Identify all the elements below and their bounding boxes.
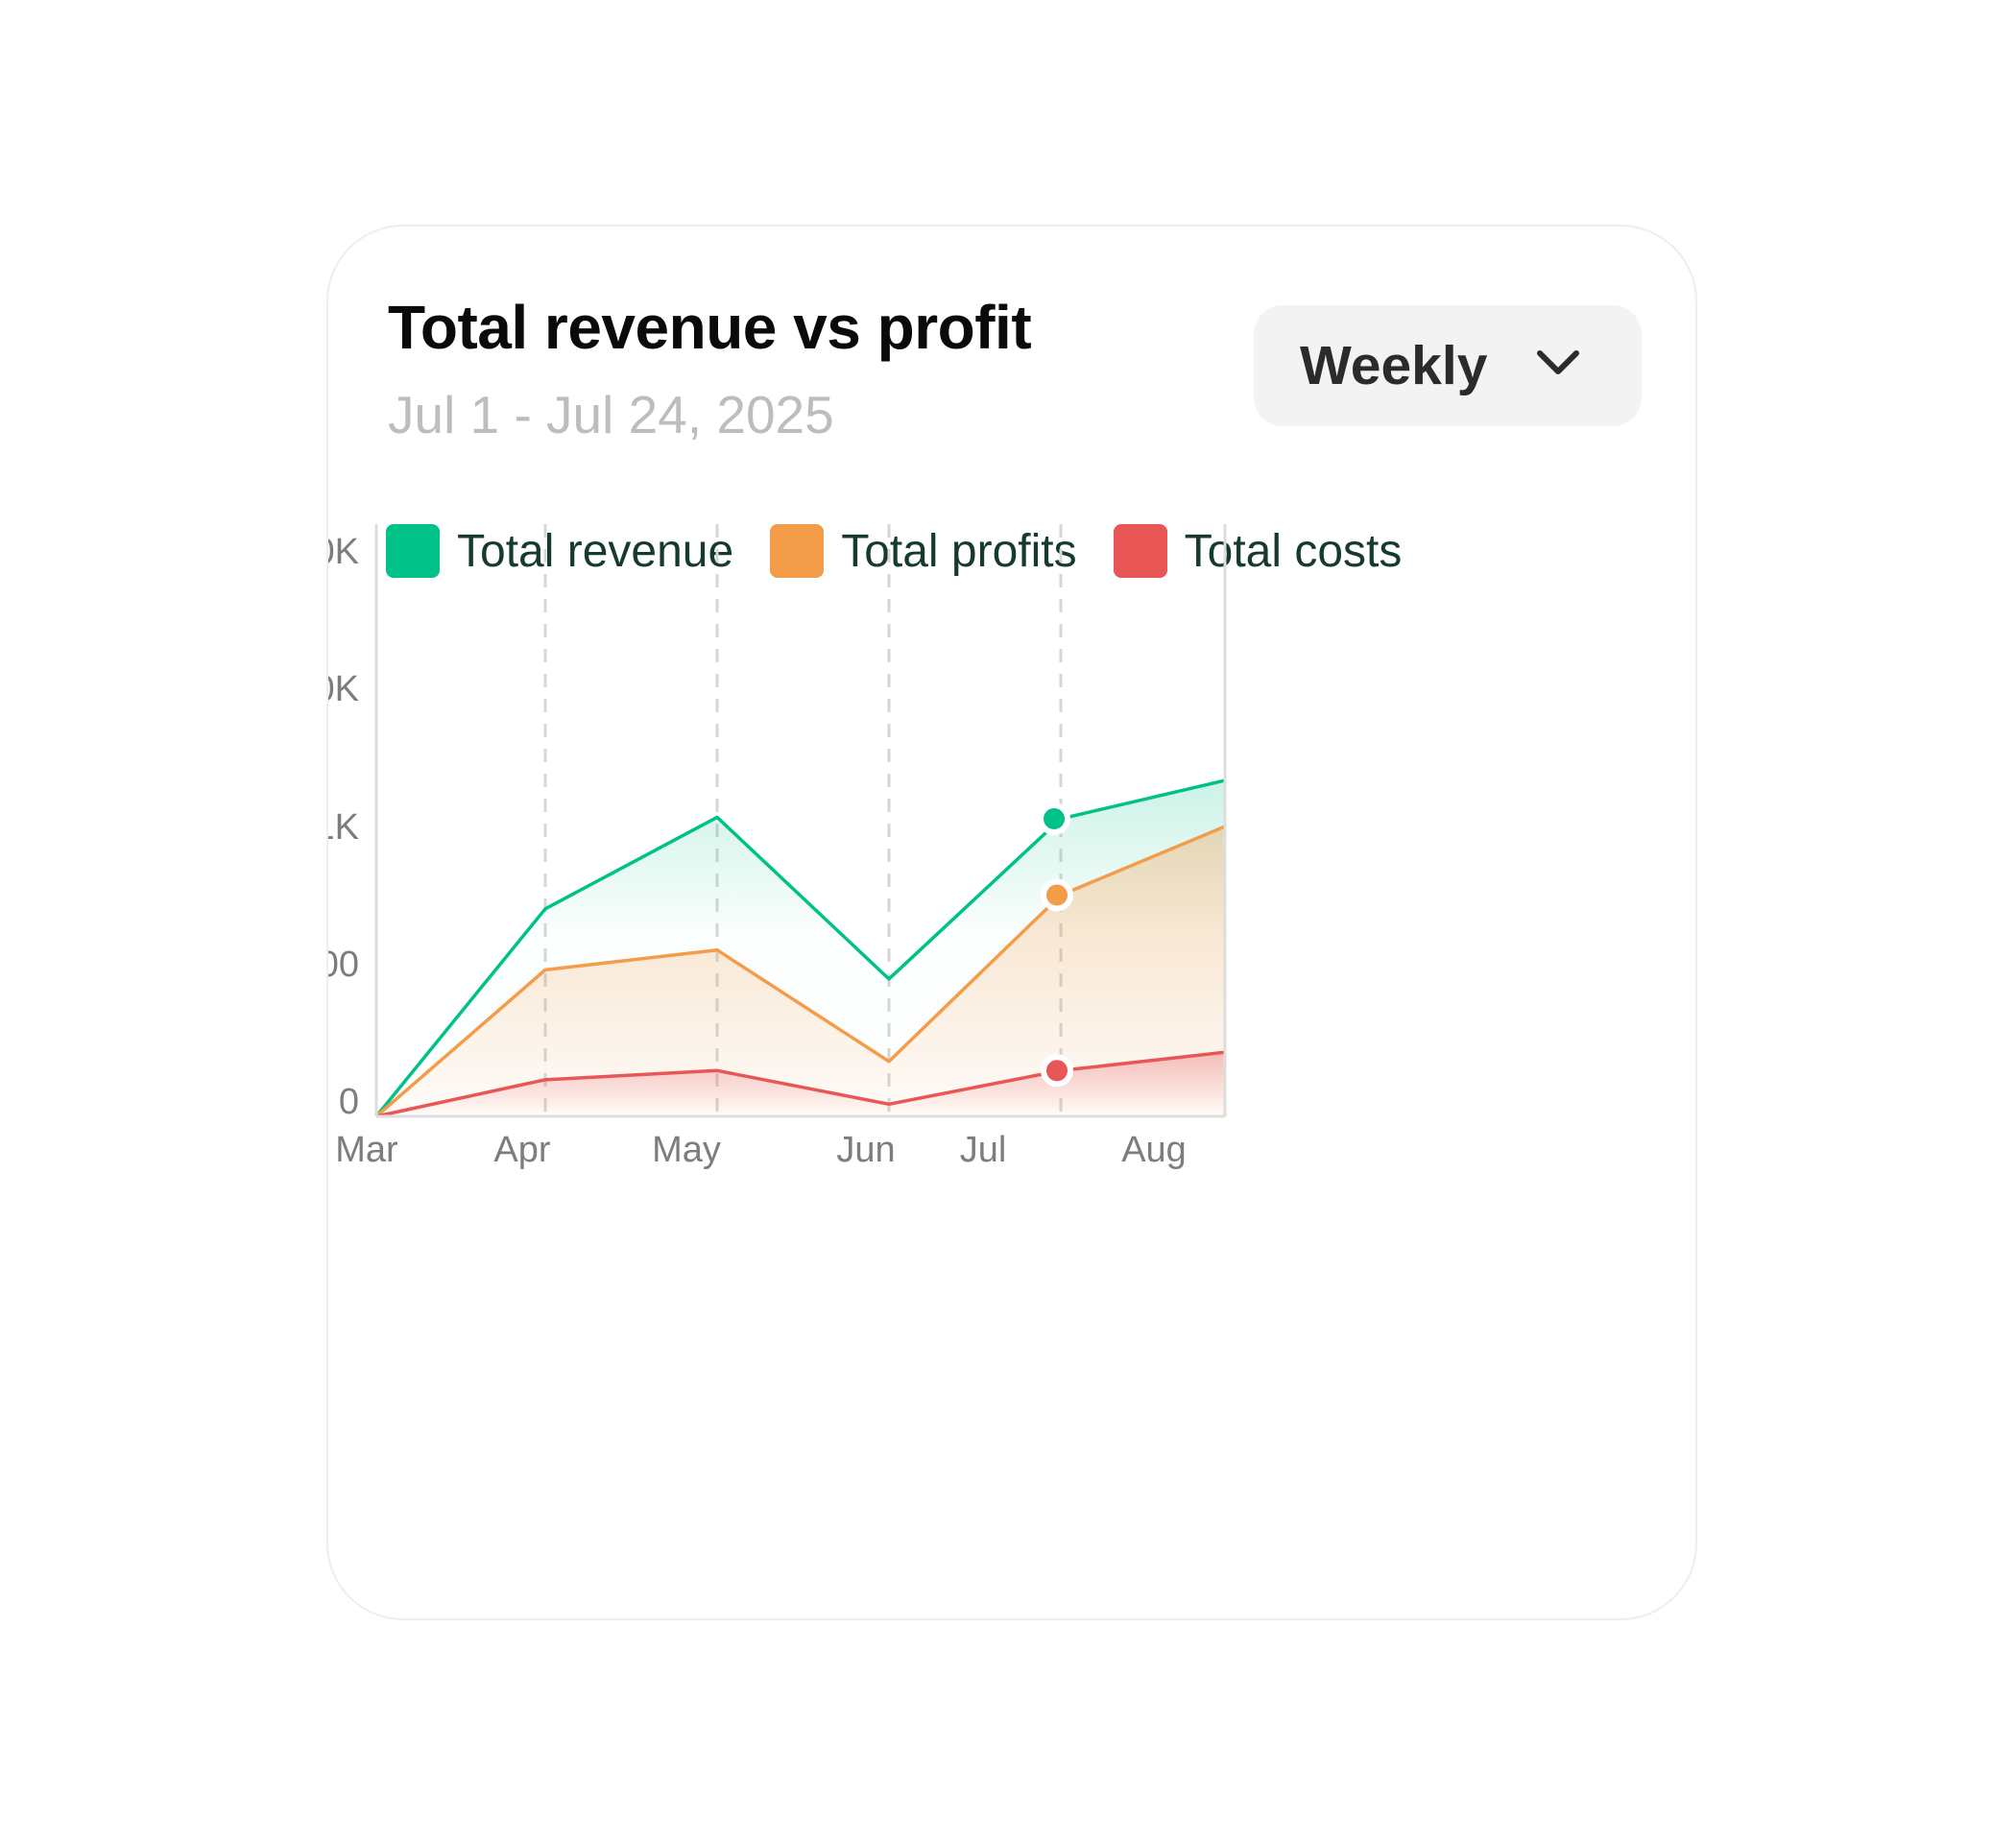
y-tick-label: $500 (328, 945, 359, 985)
legend-swatch-profits (770, 524, 825, 578)
revenue-profit-card: Total revenue vs profit Jul 1 - Jul 24, … (326, 225, 1697, 1620)
y-tick-label: 0 (339, 1082, 359, 1122)
legend-swatch-costs (1113, 524, 1167, 578)
period-dropdown-label: Weekly (1300, 335, 1488, 396)
legend-swatch-revenue (386, 524, 440, 578)
legend-label-costs: Total costs (1184, 525, 1403, 577)
y-tick-label: $1K (328, 807, 359, 848)
area-total-costs (376, 1052, 1225, 1116)
chevron-down-icon (1537, 350, 1579, 374)
x-tick-label-aug: Aug (1121, 1130, 1187, 1170)
line-total-revenue (374, 778, 1226, 1118)
y-tick-label: $10K (328, 669, 359, 709)
y-tick-label: $50K (328, 532, 359, 572)
point-total-costs-jul[interactable] (1041, 1054, 1073, 1088)
date-range: Jul 1 - Jul 24, 2025 (388, 385, 834, 444)
line-total-costs (375, 1050, 1226, 1118)
period-dropdown[interactable]: Weekly (1254, 305, 1642, 426)
legend-label-revenue: Total revenue (457, 525, 734, 577)
x-tick-label-jul: Jul (960, 1130, 1007, 1170)
chart-legend: Total revenue Total profits Total costs (386, 524, 1438, 578)
x-tick-label-apr: Apr (493, 1130, 550, 1170)
point-total-revenue-jul[interactable] (1038, 802, 1070, 835)
legend-item-profits[interactable]: Total profits (770, 524, 1077, 578)
legend-label-profits: Total profits (841, 525, 1077, 577)
x-tick-label-may: May (652, 1130, 721, 1170)
x-tick-label-jun: Jun (836, 1130, 895, 1170)
area-total-profits (376, 826, 1225, 1116)
point-total-profits-jul[interactable] (1041, 878, 1073, 912)
legend-item-costs[interactable]: Total costs (1113, 524, 1403, 578)
area-chart: $50K $10K $1K $500 0 Mar Apr May Jun Jul Aug (328, 524, 1227, 1170)
x-tick-label-mar: Mar (335, 1130, 398, 1170)
legend-item-revenue[interactable]: Total revenue (386, 524, 733, 578)
chart-title: Total revenue vs profit (388, 293, 1032, 362)
line-total-profits (374, 825, 1226, 1118)
